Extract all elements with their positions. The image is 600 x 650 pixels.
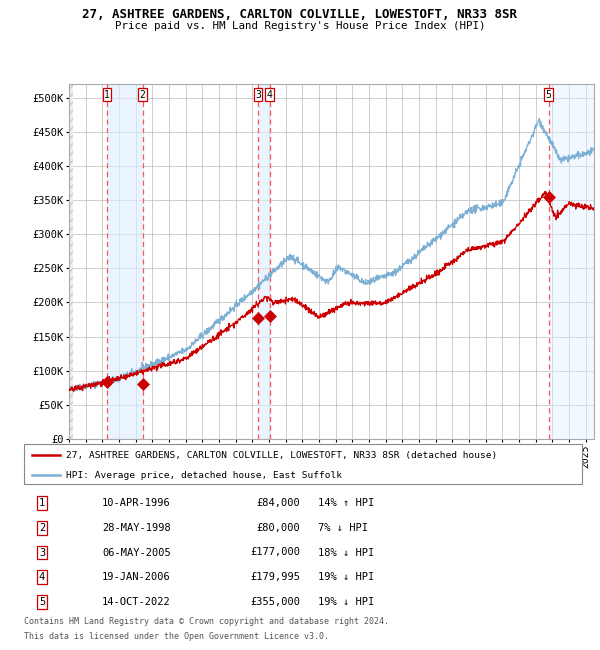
Text: 1: 1: [104, 90, 110, 100]
Text: 28-MAY-1998: 28-MAY-1998: [102, 523, 171, 533]
Text: 4: 4: [267, 90, 273, 100]
Text: 14% ↑ HPI: 14% ↑ HPI: [318, 498, 374, 508]
Text: 1: 1: [39, 498, 45, 508]
Text: Contains HM Land Registry data © Crown copyright and database right 2024.: Contains HM Land Registry data © Crown c…: [24, 618, 389, 627]
Bar: [69, 84, 73, 439]
Text: 18% ↓ HPI: 18% ↓ HPI: [318, 547, 374, 558]
Text: £179,995: £179,995: [250, 572, 300, 582]
Text: £177,000: £177,000: [250, 547, 300, 558]
Text: 27, ASHTREE GARDENS, CARLTON COLVILLE, LOWESTOFT, NR33 8SR: 27, ASHTREE GARDENS, CARLTON COLVILLE, L…: [83, 8, 517, 21]
Text: £80,000: £80,000: [256, 523, 300, 533]
Text: HPI: Average price, detached house, East Suffolk: HPI: Average price, detached house, East…: [66, 471, 342, 480]
Text: 5: 5: [39, 597, 45, 607]
Text: 10-APR-1996: 10-APR-1996: [102, 498, 171, 508]
Text: 3: 3: [39, 547, 45, 558]
Text: 4: 4: [39, 572, 45, 582]
Bar: [258, 84, 270, 439]
Text: £84,000: £84,000: [256, 498, 300, 508]
Text: 7% ↓ HPI: 7% ↓ HPI: [318, 523, 368, 533]
Text: 2: 2: [39, 523, 45, 533]
Bar: [107, 84, 143, 439]
Text: 19% ↓ HPI: 19% ↓ HPI: [318, 572, 374, 582]
Text: 19% ↓ HPI: 19% ↓ HPI: [318, 597, 374, 607]
Text: 27, ASHTREE GARDENS, CARLTON COLVILLE, LOWESTOFT, NR33 8SR (detached house): 27, ASHTREE GARDENS, CARLTON COLVILLE, L…: [66, 450, 497, 460]
Text: 3: 3: [255, 90, 261, 100]
Text: This data is licensed under the Open Government Licence v3.0.: This data is licensed under the Open Gov…: [24, 632, 329, 641]
Text: 5: 5: [546, 90, 551, 100]
Text: 2: 2: [140, 90, 145, 100]
Text: 14-OCT-2022: 14-OCT-2022: [102, 597, 171, 607]
Text: Price paid vs. HM Land Registry's House Price Index (HPI): Price paid vs. HM Land Registry's House …: [115, 21, 485, 31]
Text: 06-MAY-2005: 06-MAY-2005: [102, 547, 171, 558]
Text: 19-JAN-2006: 19-JAN-2006: [102, 572, 171, 582]
Text: £355,000: £355,000: [250, 597, 300, 607]
Bar: [548, 84, 594, 439]
